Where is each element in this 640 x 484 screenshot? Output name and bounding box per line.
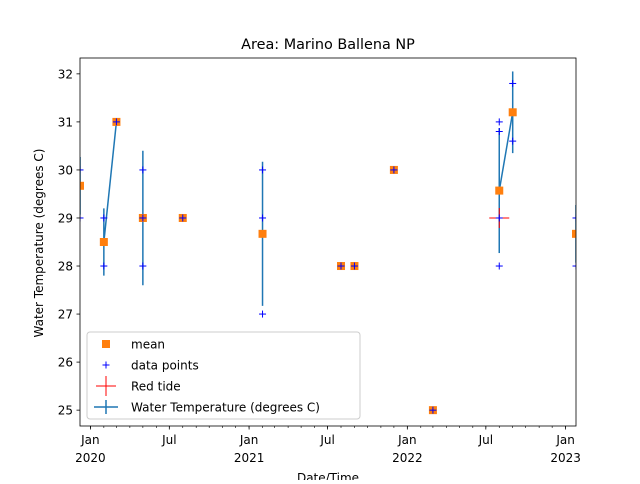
data-layer	[80, 71, 576, 415]
x-tick-label: Jan	[239, 433, 259, 447]
data-point	[390, 166, 398, 174]
mean-marker	[80, 181, 84, 190]
x-tick-label: Jan	[555, 433, 575, 447]
data-point	[259, 214, 267, 222]
legend-frame	[86, 331, 361, 420]
legend-label-mean: mean	[131, 338, 165, 352]
legend-mean-swatch	[102, 340, 110, 348]
data-point	[139, 262, 147, 270]
plot-area: 25 26 27 28 29 30 31 32 Jan 2020 Jul Jan 2021 Jul Jan 2…	[58, 57, 581, 465]
x-tick-label: Jul	[319, 433, 334, 447]
y-tick-label: 30	[58, 163, 73, 177]
data-point	[259, 310, 267, 318]
data-point	[429, 406, 437, 414]
x-tick-label: Jan	[80, 433, 100, 447]
chart-title: Area: Marino Ballena NP	[241, 37, 415, 53]
data-point	[337, 262, 345, 270]
data-point	[572, 262, 576, 270]
y-tick-label: 26	[58, 356, 73, 370]
data-point	[80, 214, 84, 222]
legend-label-redtide: Red tide	[131, 380, 181, 394]
mean-marker	[495, 186, 504, 195]
data-point	[350, 262, 358, 270]
x-tick-year-label: 2023	[550, 451, 581, 465]
data-point	[179, 214, 187, 222]
x-tick-label: Jan	[397, 433, 417, 447]
x-tick-year-label: 2020	[75, 451, 106, 465]
x-tick-label: Jul	[478, 433, 493, 447]
legend-line-swatch	[94, 400, 118, 414]
legend-label-line: Water Temperature (degrees C)	[131, 401, 320, 415]
data-point	[259, 166, 267, 174]
data-point	[100, 214, 108, 222]
mean-marker	[572, 229, 576, 238]
legend-label-points: data points	[131, 359, 199, 373]
data-point	[509, 137, 517, 145]
mean-marker	[508, 108, 517, 117]
y-tick-label: 25	[58, 404, 73, 418]
mean-marker	[99, 238, 108, 246]
data-point	[80, 166, 84, 174]
data-point	[495, 128, 503, 136]
x-tick-year-label: 2022	[392, 451, 423, 465]
legend-points-swatch	[102, 361, 110, 369]
data-point	[139, 166, 147, 174]
x-axis-label: Date/Time	[297, 471, 359, 480]
data-point	[139, 214, 147, 222]
y-tick-label: 29	[58, 211, 73, 225]
y-axis-label: Water Temperature (degrees C)	[32, 149, 46, 338]
legend-redtide-swatch	[96, 376, 116, 396]
y-tick-label: 32	[58, 67, 73, 81]
temperature-line	[103, 121, 118, 243]
data-point	[495, 214, 503, 222]
legend: mean data points Red tide Water Temperature…	[86, 331, 361, 420]
x-tick-label: Jul	[161, 433, 176, 447]
data-point	[112, 118, 120, 126]
x-tick-year-label: 2021	[234, 451, 265, 465]
data-point	[495, 118, 503, 126]
y-tick-label: 31	[58, 115, 73, 129]
axes-frame	[79, 57, 577, 427]
y-tick-label: 27	[58, 308, 73, 322]
data-point	[495, 262, 503, 270]
data-point	[509, 79, 517, 87]
y-tick-label: 28	[58, 260, 73, 274]
temperature-line	[498, 112, 514, 191]
data-point	[100, 262, 108, 270]
data-point	[572, 214, 576, 222]
mean-marker	[258, 229, 267, 238]
